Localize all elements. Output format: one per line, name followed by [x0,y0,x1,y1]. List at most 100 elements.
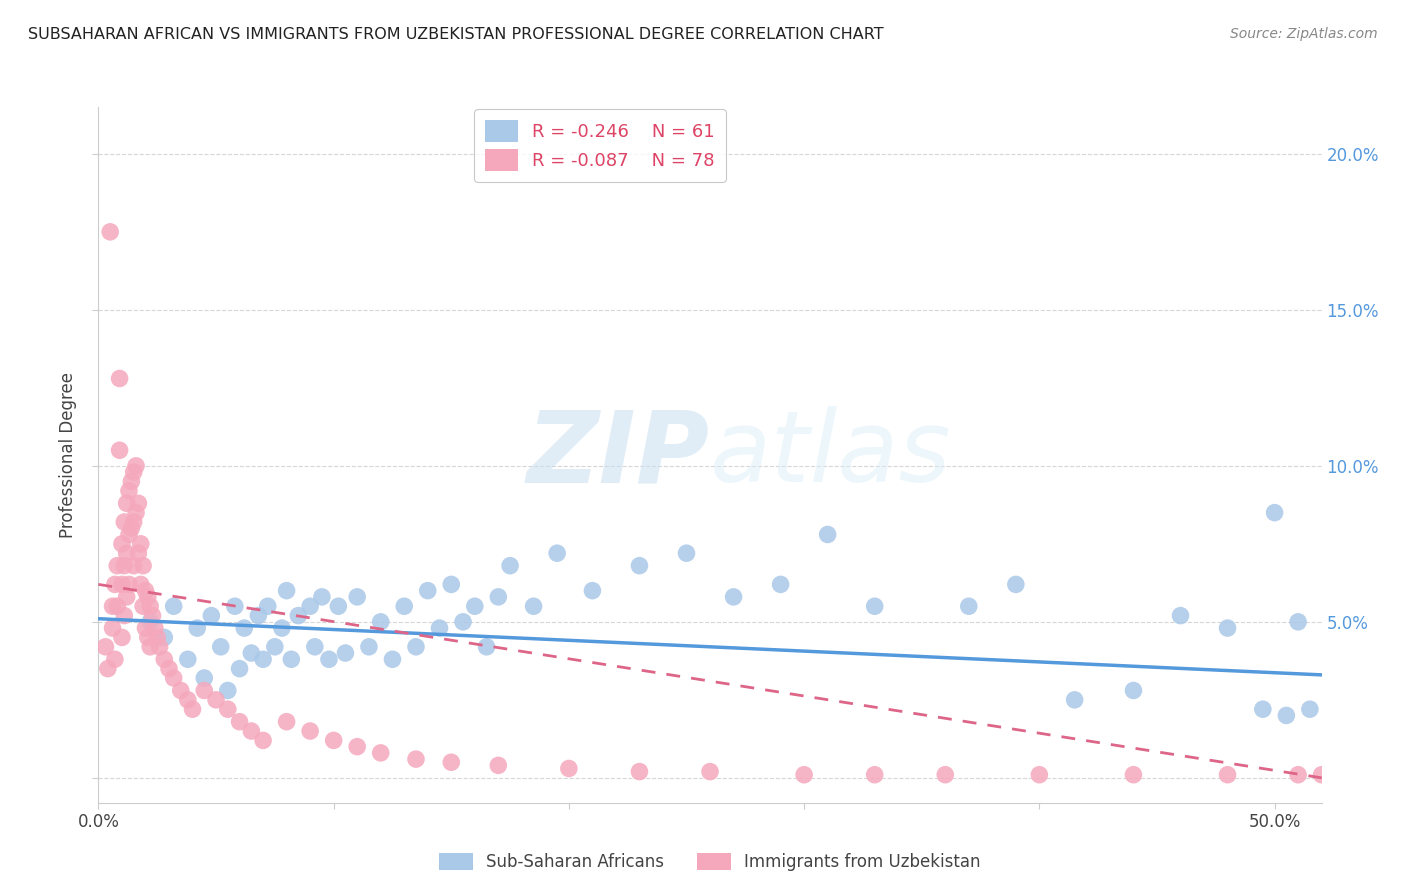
Point [181,702,204,716]
Point [170,683,193,698]
Point [111,537,134,551]
Point [200,608,222,623]
Point [111,631,134,645]
Point [252,733,274,747]
Point [1286,768,1309,782]
Point [464,599,486,614]
Point [125,506,148,520]
Point [675,546,697,560]
Point [153,631,176,645]
Point [276,583,298,598]
Point [228,714,250,729]
Point [311,590,333,604]
Point [475,640,498,654]
Point [129,537,152,551]
Point [139,615,162,629]
Point [346,739,368,754]
Point [98,225,121,239]
Point [132,599,155,614]
Point [111,577,134,591]
Point [153,652,176,666]
Point [276,714,298,729]
Point [1275,708,1298,723]
Point [240,724,263,739]
Point [581,583,603,598]
Point [217,702,239,716]
Point [193,671,215,685]
Point [546,546,568,560]
Point [1310,768,1333,782]
Point [699,764,721,779]
Point [146,631,169,645]
Point [392,599,416,614]
Point [263,640,285,654]
Point [157,662,180,676]
Point [817,527,839,541]
Point [108,443,131,458]
Point [440,756,463,770]
Point [224,599,246,614]
Point [132,558,155,573]
Point [1028,768,1050,782]
Point [122,515,145,529]
Y-axis label: Professional Degree: Professional Degree [59,372,77,538]
Point [934,768,956,782]
Point [101,621,124,635]
Point [115,590,138,604]
Point [357,640,380,654]
Point [122,558,145,573]
Point [1216,768,1239,782]
Point [863,768,886,782]
Point [486,590,509,604]
Point [134,583,156,598]
Point [1334,768,1357,782]
Point [451,615,474,629]
Point [322,733,344,747]
Point [120,475,142,489]
Point [405,640,427,654]
Point [112,608,135,623]
Point [769,577,792,591]
Point [723,590,745,604]
Point [299,724,322,739]
Point [118,527,141,541]
Point [163,599,186,614]
Point [370,615,392,629]
Point [108,371,131,385]
Point [558,762,581,776]
Point [97,662,120,676]
Point [217,683,239,698]
Point [240,646,263,660]
Point [139,599,162,614]
Point [115,546,138,560]
Point [1299,702,1322,716]
Text: ZIP: ZIP [527,407,710,503]
Point [280,652,302,666]
Point [205,693,228,707]
Point [628,764,651,779]
Legend: Sub-Saharan Africans, Immigrants from Uzbekistan: Sub-Saharan Africans, Immigrants from Uz… [433,847,987,878]
Point [1122,683,1144,698]
Point [122,465,145,479]
Text: Source: ZipAtlas.com: Source: ZipAtlas.com [1230,27,1378,41]
Point [127,496,149,510]
Point [370,746,392,760]
Point [125,458,148,473]
Point [863,599,886,614]
Point [139,640,162,654]
Text: SUBSAHARAN AFRICAN VS IMMIGRANTS FROM UZBEKISTAN PROFESSIONAL DEGREE CORRELATION: SUBSAHARAN AFRICAN VS IMMIGRANTS FROM UZ… [28,27,884,42]
Point [957,599,980,614]
Point [120,521,142,535]
Point [228,662,250,676]
Point [1216,621,1239,635]
Point [149,640,172,654]
Point [318,652,340,666]
Point [105,558,128,573]
Point [127,546,149,560]
Point [105,599,128,614]
Point [287,608,309,623]
Point [523,599,546,614]
Point [112,515,135,529]
Point [304,640,326,654]
Point [104,652,127,666]
